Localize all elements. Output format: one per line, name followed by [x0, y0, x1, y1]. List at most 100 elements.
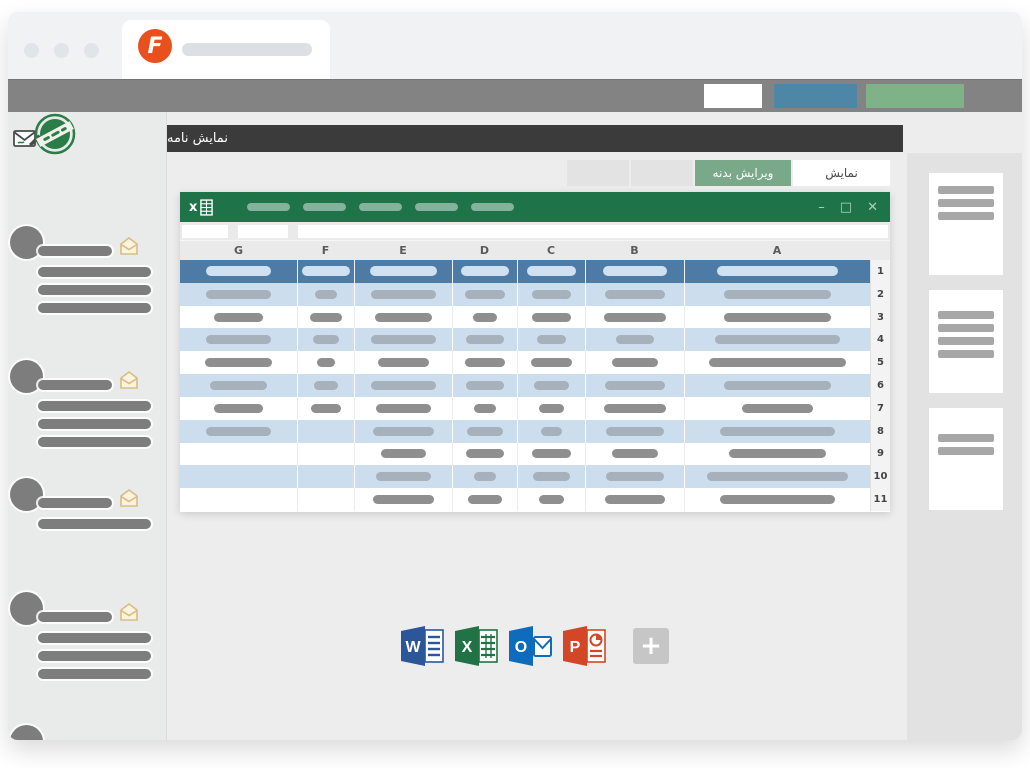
outlook-icon[interactable]: O — [509, 626, 553, 666]
sheet-cell[interactable] — [297, 488, 354, 511]
sheet-cell[interactable] — [297, 351, 354, 375]
sheet-cell[interactable] — [684, 396, 870, 420]
tab-edit-body[interactable]: ویرایش بدنه — [695, 160, 791, 186]
sheet-cell[interactable] — [452, 442, 517, 466]
add-app-button[interactable]: + — [633, 628, 669, 664]
sheet-cell[interactable] — [354, 442, 452, 466]
page-thumbnail[interactable] — [929, 173, 1003, 275]
sheet-cell[interactable] — [180, 397, 297, 420]
excel-icon[interactable]: X — [455, 626, 499, 666]
function-box[interactable] — [238, 225, 288, 238]
compose-mail-icon[interactable] — [12, 123, 42, 157]
sheet-cell[interactable] — [180, 488, 297, 511]
browser-tab[interactable]: F — [122, 20, 330, 79]
sheet-cell[interactable] — [585, 488, 684, 511]
menu-placeholder[interactable] — [359, 203, 403, 211]
sheet-cell[interactable] — [452, 282, 517, 306]
sheet-cell[interactable] — [354, 465, 452, 489]
page-thumbnail[interactable] — [929, 290, 1003, 393]
sheet-cell[interactable] — [585, 465, 684, 489]
column-header[interactable]: F — [321, 244, 330, 257]
tab-view[interactable]: نمایش — [793, 160, 890, 186]
toolbar-button-green[interactable] — [866, 84, 964, 108]
sheet-cell[interactable] — [354, 282, 452, 306]
word-icon[interactable]: W — [401, 626, 445, 666]
sheet-cell[interactable] — [684, 442, 870, 466]
toolbar-button-blue[interactable] — [774, 84, 857, 108]
sheet-cell[interactable] — [517, 328, 585, 352]
tab-placeholder[interactable] — [567, 160, 629, 186]
sheet-cell[interactable] — [354, 374, 452, 397]
sheet-cell[interactable] — [684, 305, 870, 329]
sheet-cell[interactable] — [517, 374, 585, 397]
column-header[interactable]: A — [772, 244, 782, 257]
close-icon[interactable]: ✕ — [867, 199, 878, 215]
sheet-cell[interactable] — [517, 419, 585, 443]
sheet-cell[interactable] — [354, 305, 452, 329]
minimize-icon[interactable]: – — [818, 199, 825, 215]
sheet-cell[interactable] — [354, 488, 452, 511]
sheet-cell[interactable] — [585, 328, 684, 352]
sheet-cell[interactable] — [180, 420, 297, 443]
sheet-cell[interactable] — [297, 282, 354, 306]
sheet-cell[interactable] — [180, 260, 297, 283]
sheet-cell[interactable] — [297, 465, 354, 489]
sheet-cell[interactable] — [452, 260, 517, 283]
sheet-cell[interactable] — [517, 442, 585, 466]
menu-placeholder[interactable] — [415, 203, 459, 211]
mail-list-item[interactable] — [8, 592, 167, 694]
mail-list-item[interactable] — [8, 725, 167, 740]
sheet-cell[interactable] — [180, 351, 297, 374]
sheet-cell[interactable] — [585, 351, 684, 375]
toolbar-button-white[interactable] — [704, 84, 762, 108]
column-header[interactable]: D — [479, 244, 490, 257]
sheet-cell[interactable] — [354, 351, 452, 375]
sheet-cell[interactable] — [297, 305, 354, 329]
sheet-cell[interactable] — [180, 328, 297, 351]
sheet-cell[interactable] — [452, 396, 517, 420]
sheet-cell[interactable] — [684, 374, 870, 397]
sheet-cell[interactable] — [354, 260, 452, 283]
sheet-cell[interactable] — [585, 282, 684, 306]
sheet-cell[interactable] — [297, 328, 354, 352]
sheet-cell[interactable] — [684, 419, 870, 443]
sheet-cell[interactable] — [585, 260, 684, 283]
column-header[interactable]: G — [233, 244, 244, 257]
sheet-cell[interactable] — [585, 374, 684, 397]
sheet-cell[interactable] — [684, 488, 870, 511]
sheet-cell[interactable] — [180, 283, 297, 306]
column-header[interactable]: C — [546, 244, 556, 257]
sheet-cell[interactable] — [297, 396, 354, 420]
sheet-cell[interactable] — [180, 443, 297, 466]
column-header[interactable]: B — [630, 244, 639, 257]
powerpoint-icon[interactable]: P — [563, 626, 607, 666]
sheet-cell[interactable] — [452, 419, 517, 443]
sheet-cell[interactable] — [517, 282, 585, 306]
menu-placeholder[interactable] — [471, 203, 515, 211]
sheet-cell[interactable] — [684, 351, 870, 375]
sheet-cell[interactable] — [180, 465, 297, 488]
sheet-cell[interactable] — [452, 488, 517, 511]
tab-placeholder[interactable] — [631, 160, 693, 186]
sheet-cell[interactable] — [517, 396, 585, 420]
menu-placeholder[interactable] — [303, 203, 347, 211]
sheet-cell[interactable] — [354, 328, 452, 352]
column-header[interactable]: E — [399, 244, 407, 257]
sheet-cell[interactable] — [452, 328, 517, 352]
sheet-cell[interactable] — [517, 260, 585, 283]
sheet-cell[interactable] — [297, 442, 354, 466]
sheet-cell[interactable] — [297, 260, 354, 283]
sheet-cell[interactable] — [180, 306, 297, 329]
sheet-cell[interactable] — [354, 396, 452, 420]
menu-placeholder[interactable] — [247, 203, 291, 211]
sheet-cell[interactable] — [354, 419, 452, 443]
sheet-cell[interactable] — [684, 260, 870, 283]
sheet-cell[interactable] — [297, 419, 354, 443]
sheet-cell[interactable] — [297, 374, 354, 397]
sheet-cell[interactable] — [452, 465, 517, 489]
name-box[interactable] — [182, 225, 228, 238]
maximize-icon[interactable]: □ — [839, 199, 853, 215]
sheet-cell[interactable] — [517, 465, 585, 489]
mail-list-item[interactable] — [8, 226, 167, 328]
sheet-cell[interactable] — [585, 305, 684, 329]
